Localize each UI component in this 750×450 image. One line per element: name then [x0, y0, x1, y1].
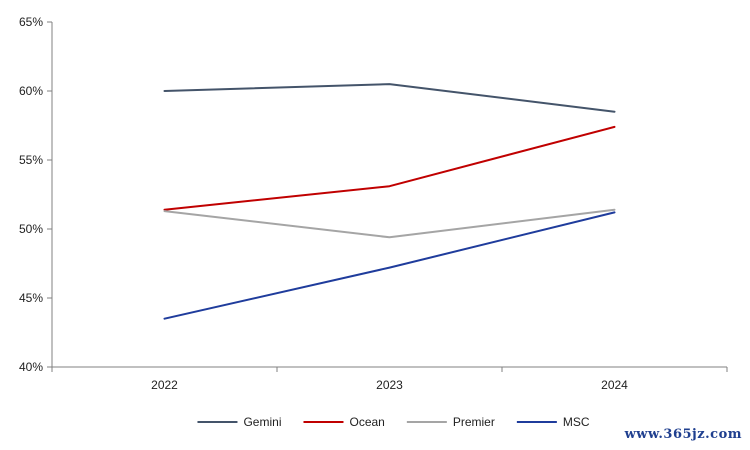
- y-tick-label: 65%: [19, 15, 43, 29]
- y-tick-label: 40%: [19, 360, 43, 374]
- y-tick-label: 55%: [19, 153, 43, 167]
- legend-label-premier: Premier: [453, 415, 495, 429]
- x-tick-label: 2022: [151, 378, 178, 392]
- legend: Gemini Ocean Premier MSC: [197, 415, 590, 429]
- y-tick-label: 50%: [19, 222, 43, 236]
- legend-label-ocean: Ocean: [349, 415, 384, 429]
- watermark: www.365jz.com: [624, 427, 742, 442]
- x-tick-label: 2023: [376, 378, 403, 392]
- series-line-ocean: [163, 125, 616, 211]
- series-line-premier: [163, 208, 616, 239]
- legend-label-msc: MSC: [563, 415, 590, 429]
- series-layer: [163, 83, 616, 320]
- legend-label-gemini: Gemini: [243, 415, 281, 429]
- x-tick-label: 2024: [601, 378, 628, 392]
- series-line-gemini: [163, 83, 616, 113]
- y-tick-label: 60%: [19, 84, 43, 98]
- axes: 40% 45% 50% 55% 60% 65% 2022 2023 2024: [19, 15, 728, 392]
- series-line-msc: [163, 211, 616, 320]
- y-tick-label: 45%: [19, 291, 43, 305]
